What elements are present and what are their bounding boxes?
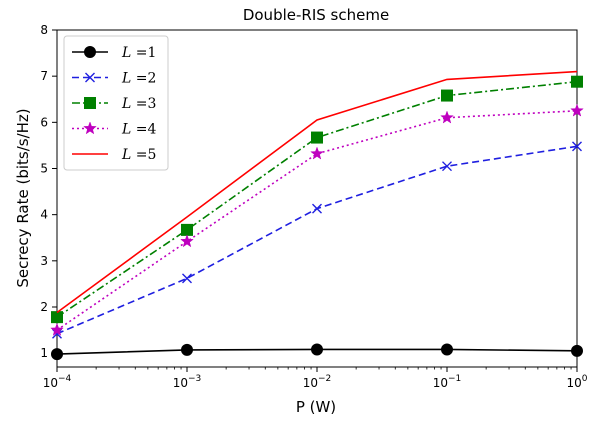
- chart-title: Double-RIS scheme: [243, 6, 389, 24]
- y-tick-label: 6: [40, 115, 48, 129]
- x-tick-label: 100: [566, 374, 587, 390]
- y-tick-label: 8: [40, 23, 48, 37]
- data-point: [570, 103, 584, 117]
- data-point: [440, 110, 454, 124]
- data-point: [181, 343, 193, 356]
- y-tick-label: 7: [40, 69, 48, 83]
- legend-marker: [85, 72, 95, 83]
- data-point: [442, 161, 452, 172]
- data-point: [441, 89, 453, 102]
- series-line: [56, 70, 578, 314]
- legend-box: [63, 35, 169, 171]
- series-4: [50, 103, 584, 336]
- data-point: [51, 311, 63, 324]
- series-2: [52, 141, 582, 339]
- data-point: [181, 223, 193, 236]
- legend: L =1 L =2 L =3 L =4 L =5: [63, 35, 169, 171]
- legend-label: L =3: [121, 96, 156, 112]
- legend-marker: [83, 121, 97, 135]
- y-tick-label: 4: [40, 208, 48, 222]
- data-point: [311, 343, 323, 356]
- data-point: [50, 322, 64, 336]
- data-point: [51, 348, 63, 361]
- data-point: [571, 75, 583, 88]
- data-point: [571, 344, 583, 357]
- legend-label: L =4: [121, 122, 156, 138]
- y-tick-label: 5: [40, 161, 48, 175]
- legend-label: L =5: [121, 147, 156, 163]
- data-point: [572, 141, 582, 152]
- y-tick-label: 3: [40, 254, 48, 268]
- data-point: [182, 273, 192, 284]
- series-5: [56, 70, 578, 314]
- data-point: [312, 203, 322, 214]
- series-line: [56, 145, 578, 335]
- x-tick-label: 10−3: [173, 374, 202, 390]
- y-tick-label: 2: [40, 300, 48, 314]
- legend-label: L =2: [121, 71, 156, 87]
- legend-marker: [84, 97, 96, 109]
- x-axis-label: P (W): [296, 398, 336, 416]
- data-point: [310, 146, 324, 160]
- x-tick-label: 10−2: [303, 374, 332, 390]
- x-tick-label: 10−4: [43, 374, 72, 390]
- x-tick-label: 10−1: [433, 374, 462, 390]
- series-3: [51, 75, 583, 324]
- y-tick-label: 1: [40, 346, 48, 360]
- data-point: [180, 234, 194, 248]
- data-point: [311, 131, 323, 144]
- legend-label: L =1: [121, 45, 156, 61]
- series-1: [51, 343, 583, 361]
- data-point: [441, 343, 453, 356]
- y-axis-label: Secrecy Rate (bits/s/Hz): [14, 108, 32, 287]
- legend-marker: [84, 46, 96, 58]
